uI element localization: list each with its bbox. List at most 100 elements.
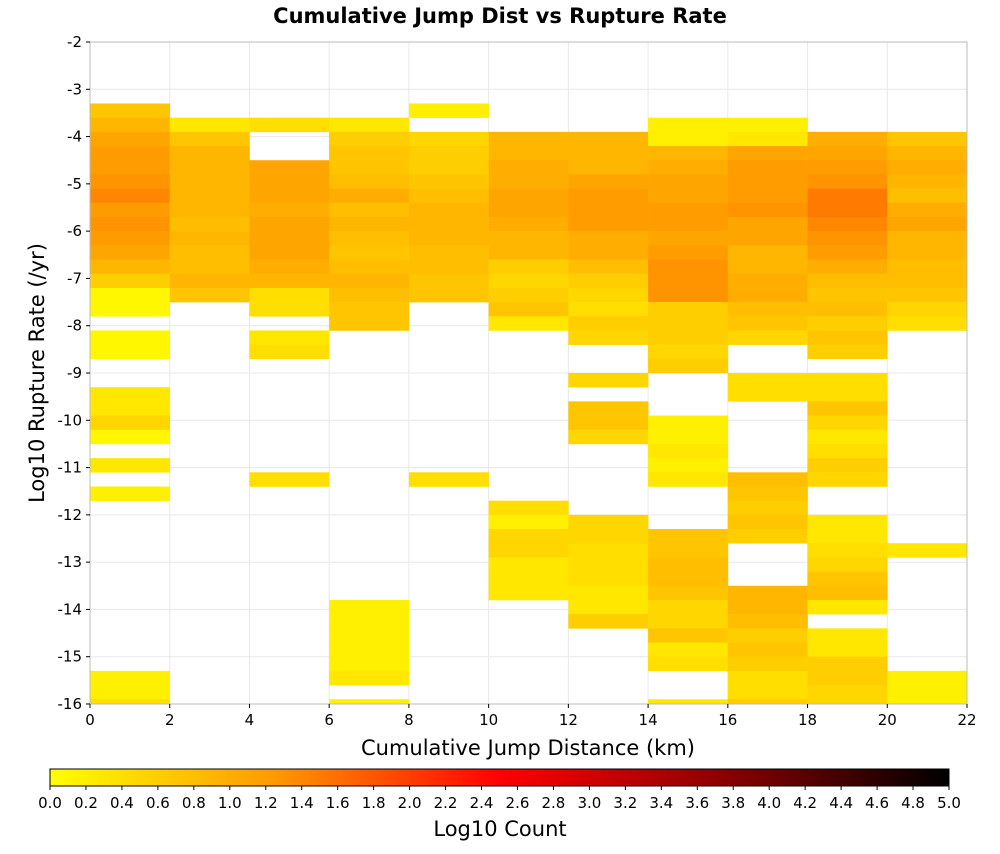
heatmap-cell xyxy=(807,316,888,331)
heatmap-cell xyxy=(648,117,729,133)
heatmap-cell xyxy=(90,330,171,345)
heatmap-cell xyxy=(90,429,171,445)
heatmap-cell xyxy=(329,316,410,331)
heatmap-cell xyxy=(249,117,330,133)
heatmap-cell xyxy=(408,216,489,232)
heatmap-cell xyxy=(169,131,250,147)
heatmap-cell xyxy=(169,188,250,204)
heatmap-cell xyxy=(807,202,888,218)
heatmap-cell xyxy=(488,273,569,289)
heatmap-cell xyxy=(169,231,250,246)
heatmap-cell xyxy=(648,216,729,232)
heatmap-cell xyxy=(329,202,410,218)
heatmap-cell xyxy=(169,245,250,260)
heatmap-cell xyxy=(807,287,888,303)
x-tick-label: 4 xyxy=(245,711,255,729)
heatmap-cell xyxy=(807,557,888,572)
heatmap-cell xyxy=(648,642,729,658)
heatmap-cell xyxy=(807,656,888,672)
heatmap-cell xyxy=(488,160,569,175)
heatmap-cell xyxy=(90,302,171,317)
heatmap-cell xyxy=(90,344,171,360)
heatmap-cell xyxy=(648,316,729,331)
heatmap-cell xyxy=(568,571,649,587)
heatmap-cell xyxy=(887,216,968,232)
heatmap-cell xyxy=(648,302,729,317)
heatmap-cell xyxy=(568,585,649,601)
heatmap-cell xyxy=(488,146,569,161)
heatmap-cell xyxy=(568,202,649,218)
heatmap-cell xyxy=(727,642,808,658)
heatmap-cell xyxy=(249,330,330,345)
heatmap-cell xyxy=(648,699,729,705)
heatmap-cell xyxy=(887,670,968,686)
heatmap-cell xyxy=(568,614,649,629)
heatmap-cell xyxy=(727,387,808,402)
heatmap-cell xyxy=(169,287,250,303)
x-tick-label: 18 xyxy=(798,711,817,729)
heatmap-cell xyxy=(329,614,410,629)
y-tick-label: -4 xyxy=(67,128,82,146)
heatmap-cell xyxy=(807,514,888,530)
heatmap-cell xyxy=(408,287,489,303)
heatmap-cell xyxy=(488,571,569,587)
heatmap-cell xyxy=(887,188,968,204)
heatmap-cell xyxy=(648,160,729,175)
heatmap-cell xyxy=(90,160,171,175)
heatmap-cell xyxy=(887,160,968,175)
heatmap-cell xyxy=(169,117,250,133)
heatmap-cell xyxy=(568,160,649,175)
y-tick-label: -5 xyxy=(67,175,82,193)
y-tick-label: -16 xyxy=(58,695,83,713)
heatmap-cell xyxy=(568,529,649,544)
heatmap-cell xyxy=(807,387,888,402)
heatmap-cell xyxy=(727,146,808,161)
y-tick-label: -13 xyxy=(58,553,83,571)
chart-title: Cumulative Jump Dist vs Rupture Rate xyxy=(273,4,727,28)
heatmap-cell xyxy=(408,202,489,218)
heatmap-cell xyxy=(807,429,888,445)
heatmap-cell xyxy=(408,273,489,289)
heatmap-cell xyxy=(648,656,729,672)
heatmap-cell xyxy=(329,599,410,615)
heatmap-cell xyxy=(648,231,729,246)
heatmap-cell xyxy=(887,259,968,274)
heatmap-cell xyxy=(568,245,649,260)
heatmap-cell xyxy=(727,231,808,246)
heatmap-cell xyxy=(727,628,808,643)
heatmap-cell xyxy=(488,557,569,572)
heatmap-cell xyxy=(887,699,968,705)
heatmap-cell xyxy=(169,202,250,218)
x-tick-label: 16 xyxy=(718,711,737,729)
heatmap-cell xyxy=(887,302,968,317)
heatmap-cell xyxy=(807,415,888,431)
heatmap-cell xyxy=(408,188,489,204)
heatmap-cell xyxy=(568,415,649,431)
heatmap-cell xyxy=(329,656,410,672)
heatmap-cell xyxy=(568,373,649,388)
y-tick-label: -3 xyxy=(67,80,82,98)
heatmap-cell xyxy=(568,514,649,530)
heatmap-cell xyxy=(488,259,569,274)
heatmap-cell xyxy=(249,472,330,487)
heatmap-cell xyxy=(249,216,330,232)
heatmap-cell xyxy=(807,146,888,161)
colorbar-tick-label: 4.6 xyxy=(865,794,889,812)
heatmap-cell xyxy=(648,571,729,587)
heatmap-cell xyxy=(727,486,808,501)
heatmap-cell xyxy=(648,429,729,445)
heatmap-cell xyxy=(329,302,410,317)
colorbar-tick-label: 2.6 xyxy=(506,794,530,812)
y-tick-label: -11 xyxy=(58,459,83,477)
heatmap-cell xyxy=(727,529,808,544)
heatmap-cell xyxy=(249,273,330,289)
heatmap-cell xyxy=(90,216,171,232)
heatmap-cell xyxy=(727,302,808,317)
colorbar-tick-label: 3.2 xyxy=(613,794,637,812)
colorbar-tick-label: 3.6 xyxy=(685,794,709,812)
heatmap-cell xyxy=(807,670,888,686)
heatmap-cell xyxy=(329,188,410,204)
colorbar-tick-label: 2.0 xyxy=(398,794,422,812)
heatmap-cell xyxy=(488,174,569,189)
